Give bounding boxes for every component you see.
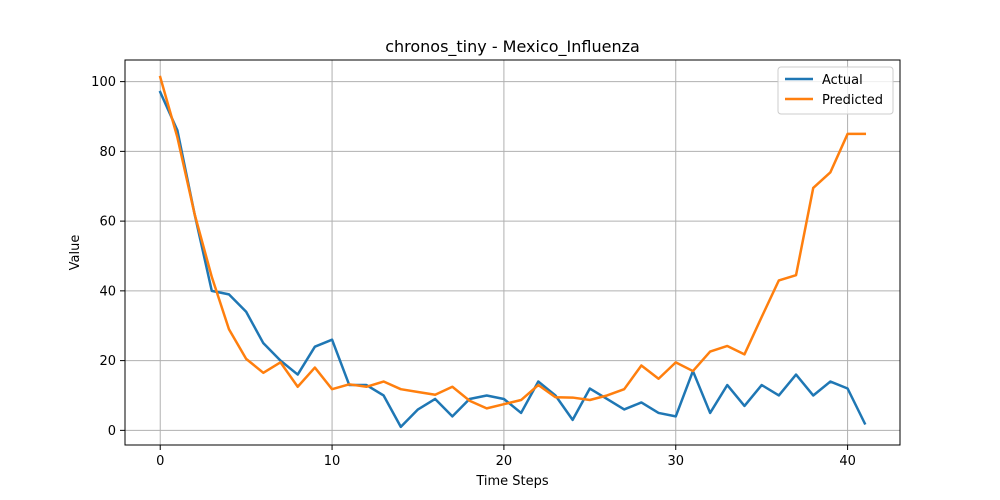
plot-frame [124, 59, 901, 446]
y-tick-label: 40 [99, 284, 116, 299]
chart-title: chronos_tiny - Mexico_Influenza [385, 37, 640, 57]
x-tick-label: 30 [667, 454, 684, 469]
x-tick-label: 0 [156, 454, 164, 469]
y-axis-title: Value [68, 235, 83, 271]
x-tick-label: 20 [496, 454, 513, 469]
y-tick-label: 0 [108, 424, 116, 439]
y-tick-label: 100 [91, 75, 116, 90]
y-tick-label: 80 [99, 145, 116, 160]
legend-label-actual: Actual [822, 73, 863, 88]
series-lines [158, 75, 867, 429]
legend-label-predicted: Predicted [822, 93, 883, 108]
series-line-predicted [158, 75, 867, 410]
y-tick-label: 60 [99, 215, 116, 230]
x-tick-label: 40 [839, 454, 856, 469]
legend: Actual Predicted [777, 66, 894, 115]
x-axis-title: Time Steps [475, 474, 549, 489]
x-tick-label: 10 [324, 454, 341, 469]
series-line-actual [158, 90, 867, 429]
y-tick-label: 20 [99, 354, 116, 369]
grid [125, 60, 900, 445]
axis-ticks: 0 10 20 30 40 0 20 40 60 80 100 [91, 75, 856, 469]
